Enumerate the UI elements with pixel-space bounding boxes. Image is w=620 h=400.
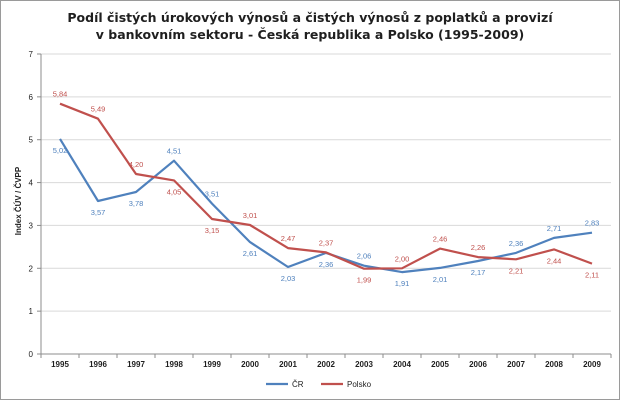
legend-label-polsko: Polsko — [347, 380, 372, 389]
data-label-polsko: 2,26 — [471, 243, 486, 252]
axes — [37, 53, 612, 358]
data-label-polsko: 2,37 — [319, 238, 334, 247]
y-tick-label: 6 — [29, 93, 34, 102]
chart-title: Podíl čistých úrokových výnosů a čistých… — [1, 9, 619, 43]
y-tick-label: 5 — [29, 136, 34, 145]
gridlines — [41, 53, 611, 312]
x-tick-label: 1996 — [89, 360, 107, 369]
x-tick-label: 2007 — [507, 360, 525, 369]
data-label-cr: 5,02 — [53, 146, 68, 155]
data-label-polsko: 2,46 — [433, 235, 448, 244]
x-tick-label: 2005 — [431, 360, 449, 369]
legend: ČR Polsko — [266, 380, 372, 389]
y-tick-label: 1 — [29, 307, 34, 316]
y-tick-label: 4 — [29, 179, 34, 188]
data-label-polsko: 2,11 — [585, 271, 599, 280]
data-label-cr: 3,57 — [91, 208, 106, 217]
y-axis-label: Index ČÚV / ČVPP — [14, 166, 23, 235]
data-label-polsko: 2,00 — [395, 254, 410, 263]
data-label-polsko: 2,47 — [281, 234, 296, 243]
x-tick-label: 1997 — [127, 360, 145, 369]
y-tick-labels: 0 1 2 3 4 5 6 7 — [29, 50, 34, 359]
data-label-cr: 2,17 — [471, 268, 486, 277]
data-label-polsko: 3,01 — [243, 211, 258, 220]
x-tick-label: 2006 — [469, 360, 487, 369]
y-tick-label: 3 — [29, 221, 34, 230]
data-label-cr: 3,51 — [205, 190, 220, 199]
data-label-cr: 2,36 — [319, 260, 334, 269]
x-tick-label: 2008 — [545, 360, 563, 369]
data-label-cr: 3,78 — [129, 199, 144, 208]
data-label-cr: 2,03 — [281, 274, 296, 283]
data-labels: 5,02 3,57 3,78 4,51 3,51 2,61 2,03 2,36 2,06 1,91… — [53, 90, 600, 288]
x-tick-label: 2000 — [241, 360, 259, 369]
data-label-polsko: 1,99 — [357, 276, 372, 285]
data-label-polsko: 4,20 — [129, 160, 144, 169]
chart-title-line-1: Podíl čistých úrokových výnosů a čistých… — [67, 10, 553, 25]
x-tick-label: 2003 — [355, 360, 373, 369]
data-label-cr: 2,36 — [509, 239, 524, 248]
data-label-cr: 2,06 — [357, 252, 372, 261]
x-tick-label: 1995 — [51, 360, 69, 369]
data-label-polsko: 2,44 — [547, 256, 562, 265]
legend-label-cr: ČR — [292, 380, 304, 389]
chart-title-line-2: v bankovním sektoru - Česká republika a … — [95, 27, 525, 42]
data-label-cr: 4,51 — [167, 147, 182, 156]
series-lines — [59, 102, 593, 274]
data-label-cr: 2,01 — [433, 275, 448, 284]
data-label-cr: 2,61 — [243, 249, 258, 258]
data-label-polsko: 2,21 — [509, 266, 524, 275]
series-line-polsko — [59, 102, 593, 270]
data-label-polsko: 3,15 — [205, 226, 220, 235]
data-label-cr: 2,83 — [585, 219, 600, 228]
y-tick-label: 0 — [29, 350, 34, 359]
data-label-cr: 1,91 — [395, 279, 410, 288]
x-tick-label: 1998 — [165, 360, 183, 369]
x-tick-labels: 1995 1996 1997 1998 1999 2000 2001 2002 2003 2004… — [51, 360, 601, 369]
data-label-cr: 2,71 — [547, 224, 562, 233]
x-tick-label: 2001 — [279, 360, 297, 369]
y-axis-label-group: Index ČÚV / ČVPP — [14, 166, 23, 235]
x-tick-label: 2009 — [583, 360, 601, 369]
data-label-polsko: 4,05 — [167, 187, 182, 196]
data-label-polsko: 5,84 — [53, 90, 68, 99]
x-tick-label: 1999 — [203, 360, 221, 369]
y-tick-label: 2 — [29, 264, 34, 273]
data-label-polsko: 5,49 — [91, 105, 106, 114]
x-tick-label: 2002 — [317, 360, 335, 369]
x-tick-label: 2004 — [393, 360, 411, 369]
y-tick-label: 7 — [29, 50, 34, 59]
